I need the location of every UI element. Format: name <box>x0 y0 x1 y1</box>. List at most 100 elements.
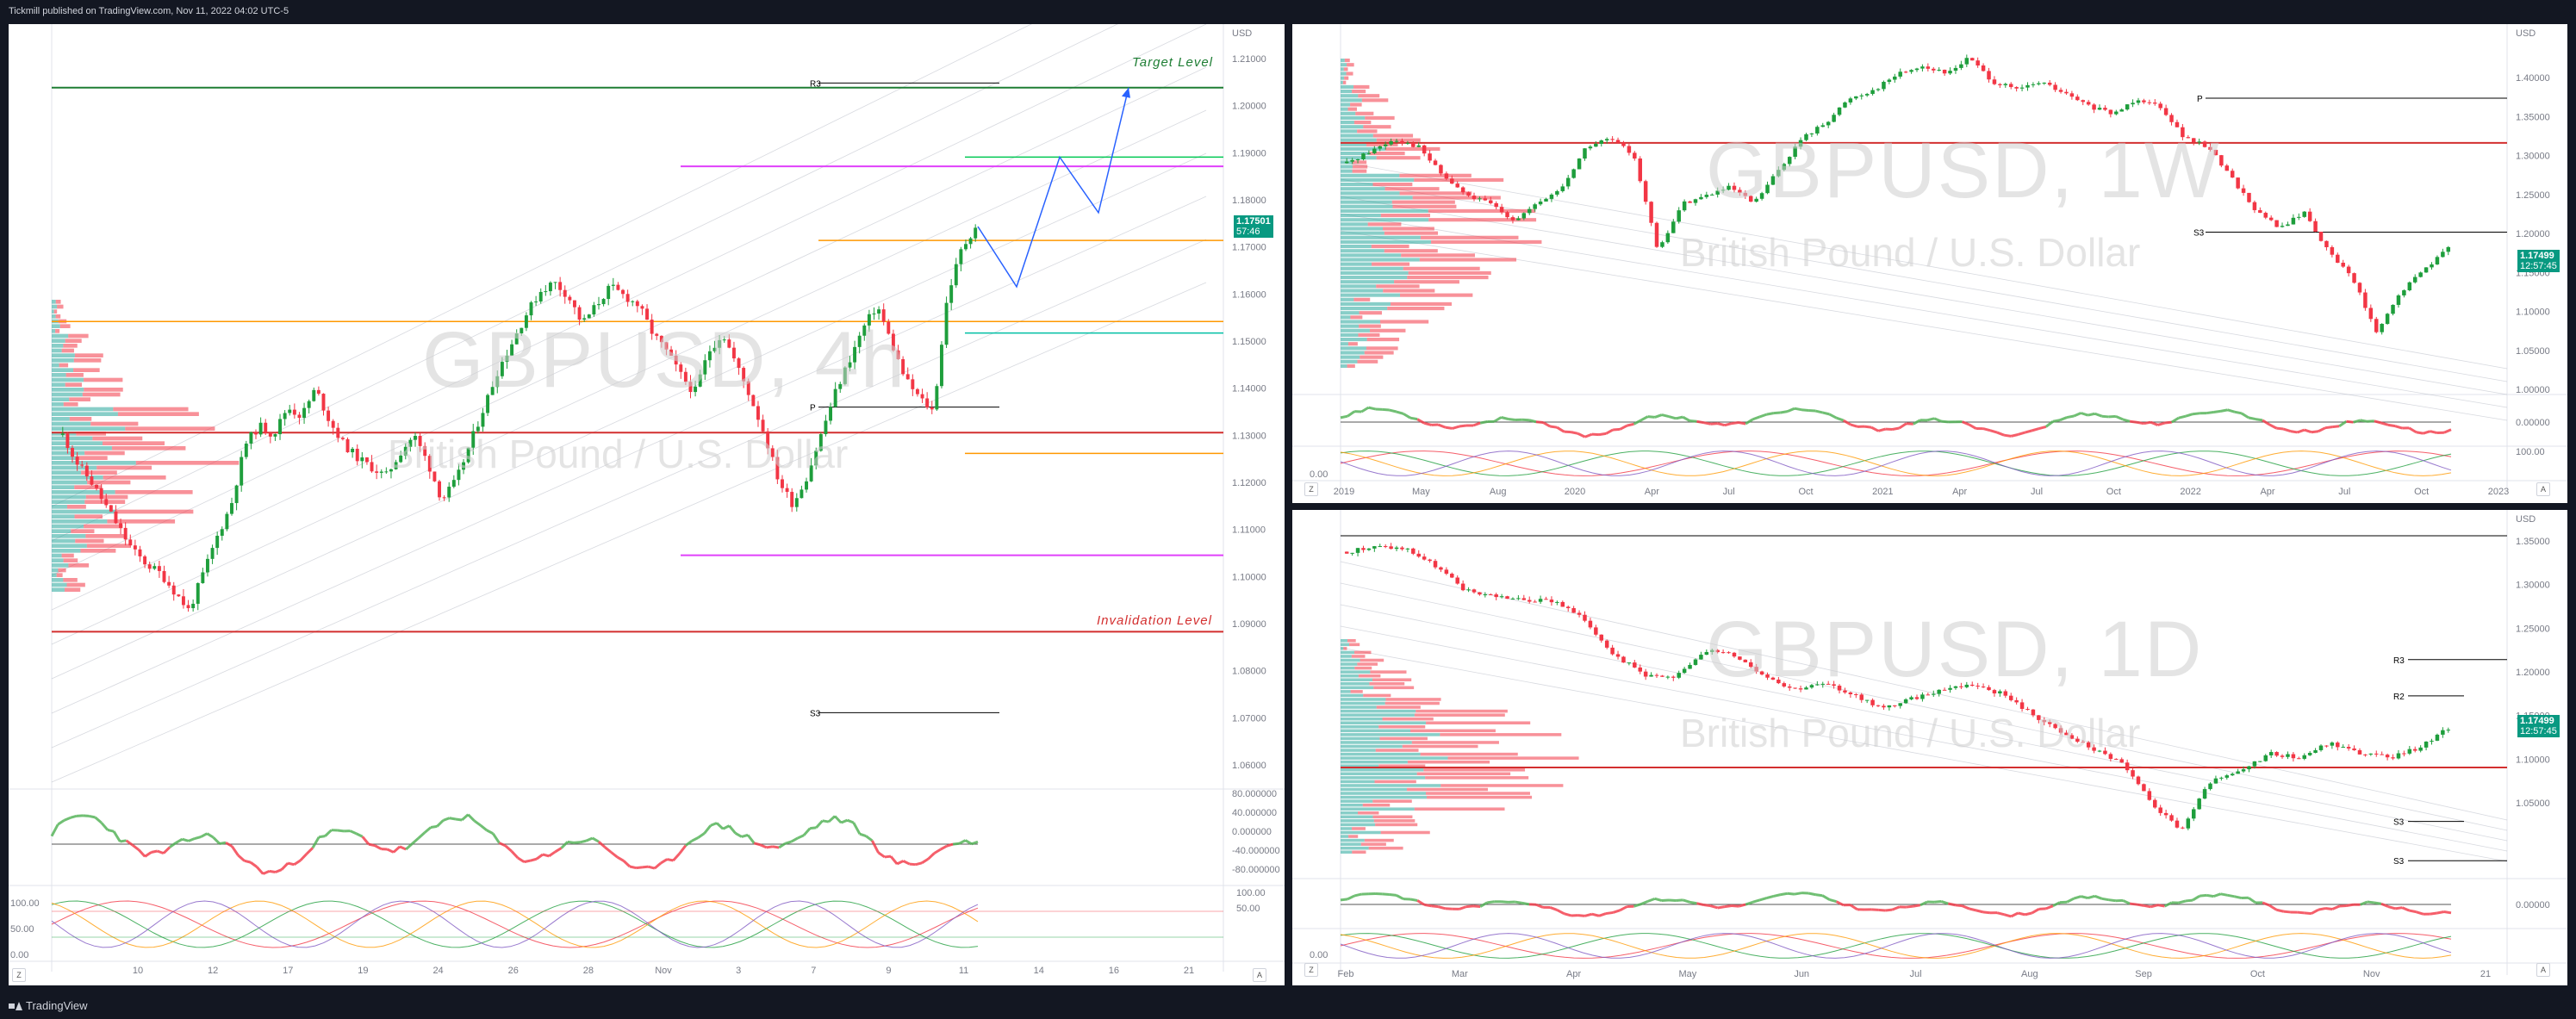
oscillator-line <box>307 848 313 854</box>
candle <box>1511 217 1515 221</box>
oscillator-line <box>2011 434 2018 436</box>
oscillator-line <box>2150 905 2157 907</box>
volume-profile-bar <box>52 446 112 450</box>
candle <box>515 333 519 345</box>
oscillator-line <box>2053 420 2060 422</box>
trend-line <box>52 283 1206 782</box>
chart-1w-canvas[interactable]: PS31.400001.350001.300001.250001.200001.… <box>1292 24 2567 503</box>
oscillator-line <box>357 834 363 837</box>
auto-scale-button[interactable]: A <box>1253 968 1266 982</box>
oscillator-line <box>1941 421 1948 422</box>
oscillator-line <box>1501 902 1508 903</box>
candle <box>1411 549 1415 554</box>
oscillator-line <box>1725 424 1732 426</box>
oscillator-line <box>2339 905 2346 906</box>
volume-profile-bar <box>52 563 68 568</box>
candle <box>462 463 465 470</box>
candle <box>2352 749 2355 750</box>
price-axis-label: 1.21000 <box>1232 54 1266 65</box>
oscillator-line <box>618 857 624 861</box>
oscillator-line <box>2276 910 2283 911</box>
candle <box>1528 600 1531 602</box>
tradingview-logo[interactable]: TradingView <box>9 994 88 1018</box>
candle <box>2347 267 2350 274</box>
candle <box>2380 324 2383 332</box>
auto-scale-button[interactable]: A <box>2536 963 2550 977</box>
oscillator-line <box>1424 423 1431 425</box>
volume-profile-bar <box>67 505 86 509</box>
candle <box>1870 700 1874 705</box>
oscillator-line <box>1676 900 1683 901</box>
chart-panel-1d[interactable]: R3R2S3S31.350001.300001.250001.200001.15… <box>1292 510 2567 985</box>
candle <box>1583 148 1586 158</box>
oscillator-line <box>2332 906 2339 909</box>
candle <box>1754 199 1758 202</box>
chart-4h-canvas[interactable]: R3S3P1.210001.200001.190001.180001.17000… <box>9 24 1285 985</box>
auto-scale-button[interactable]: A <box>2536 482 2550 496</box>
candle <box>1683 668 1686 673</box>
candle <box>2043 83 2046 84</box>
candle <box>109 505 113 511</box>
volume-profile-bar <box>1427 796 1532 799</box>
zoom-button[interactable]: Z <box>1304 963 1318 977</box>
oscillator-line <box>586 838 592 841</box>
candle <box>1605 139 1608 140</box>
candle <box>1589 146 1592 148</box>
volume-profile-bar <box>90 422 138 426</box>
volume-profile-bar <box>1377 156 1421 159</box>
currency-label: USD <box>1232 28 1252 39</box>
zoom-button[interactable]: Z <box>12 968 26 982</box>
volume-profile-bar <box>1348 835 1358 838</box>
oscillator-line <box>1480 903 1487 907</box>
candle <box>1422 556 1426 559</box>
volume-profile-bar <box>1341 71 1347 75</box>
volume-profile-bar <box>1352 827 1366 830</box>
candle <box>225 514 228 530</box>
volume-profile-bar <box>52 578 63 582</box>
volume-profile-bar <box>1341 315 1350 319</box>
candle <box>1478 198 1481 199</box>
candle <box>2363 293 2367 308</box>
oscillator-line <box>444 818 450 821</box>
stochastic-line <box>52 901 978 948</box>
candle <box>2103 751 2106 755</box>
oscillator-line <box>232 846 238 855</box>
candle <box>868 314 871 326</box>
pivot-s3b-label: S3 <box>2393 857 2405 867</box>
oscillator-line <box>2235 897 2242 898</box>
candle <box>61 433 65 435</box>
oscillator-line <box>2374 421 2381 423</box>
time-axis-label: 3 <box>736 966 741 976</box>
price-axis-label: 1.17000 <box>1232 243 1266 253</box>
oscillator-line <box>798 836 804 838</box>
zoom-button[interactable]: Z <box>1304 482 1318 496</box>
candle <box>2413 749 2417 751</box>
candle <box>843 368 847 384</box>
volume-profile-bar <box>1341 325 1359 328</box>
oscillator-line <box>2011 913 2018 916</box>
chart-1d-canvas[interactable]: R3R2S3S31.350001.300001.250001.200001.15… <box>1292 510 2567 985</box>
candle <box>1882 705 1885 707</box>
candle <box>1583 615 1586 621</box>
candle <box>2231 171 2234 177</box>
oscillator-line <box>1892 907 1899 910</box>
oscillator-line <box>1955 905 1962 906</box>
candle <box>669 350 673 356</box>
time-axis-label: Oct <box>2250 969 2265 979</box>
volume-profile-bar <box>1412 741 1499 744</box>
oscillator-line <box>2381 423 2388 425</box>
volume-profile-bar <box>87 481 130 485</box>
volume-profile-bar <box>1341 725 1378 729</box>
oscillator-line <box>1934 419 1941 421</box>
volume-profile-bar <box>1392 205 1456 208</box>
candle <box>1616 140 1620 142</box>
oscillator-line <box>350 831 356 834</box>
candle <box>838 384 842 389</box>
time-axis-label: May <box>1412 487 1430 497</box>
oscillator-line <box>1571 432 1578 434</box>
